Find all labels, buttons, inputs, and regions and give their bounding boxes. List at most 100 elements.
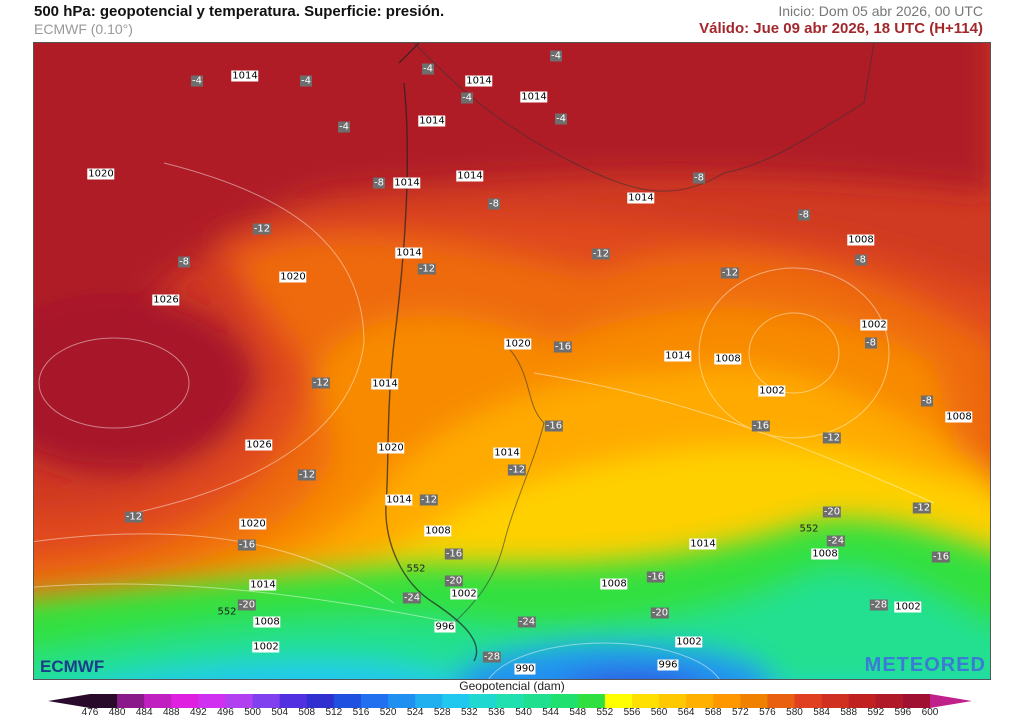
colorbar-swatch <box>604 694 633 708</box>
colorbar-swatch <box>496 694 525 708</box>
pressure-label: 1014 <box>249 579 277 591</box>
colorbar-swatch <box>415 694 443 708</box>
model-label: ECMWF (0.10°) <box>34 21 133 37</box>
pressure-label: 1008 <box>600 578 628 590</box>
colorbar-tick-label: 520 <box>379 707 397 718</box>
colorbar-tick-label: 532 <box>461 707 478 718</box>
temperature-label: -12 <box>591 248 611 260</box>
pressure-label: 1026 <box>245 439 273 451</box>
pressure-label: 1002 <box>675 636 703 648</box>
temperature-label: -12 <box>720 267 740 279</box>
temperature-label: -12 <box>822 432 842 444</box>
colorbar-tick-label: 488 <box>162 707 180 718</box>
temperature-label: -8 <box>488 198 500 210</box>
colorbar <box>48 694 972 708</box>
colorbar-swatch <box>577 694 606 708</box>
temperature-label: -4 <box>461 92 473 104</box>
colorbar-tick-label: 504 <box>271 707 289 718</box>
temperature-label: -4 <box>338 121 350 133</box>
temperature-label: -24 <box>517 616 537 628</box>
colorbar-swatch <box>523 694 552 708</box>
temperature-label: -8 <box>865 337 877 349</box>
colorbar-tick-label: 524 <box>406 707 424 718</box>
colorbar-swatch <box>252 694 281 708</box>
colorbar-tick-label: 600 <box>921 707 939 718</box>
colorbar-tick-label: 500 <box>244 707 261 718</box>
map-title: 500 hPa: geopotencial y temperatura. Sup… <box>34 3 445 20</box>
weather-map[interactable]: 1014 1014 1014 1014 1020 1014 1014 1014 1014 1020… <box>33 42 991 680</box>
colorbar-high-arrow <box>930 694 972 708</box>
geopotential-contour-label: 552 <box>217 606 237 618</box>
geopotential-contour-label: 552 <box>406 563 426 575</box>
temperature-label: -4 <box>422 63 434 75</box>
pressure-label: 1008 <box>424 525 452 537</box>
colorbar-swatch <box>875 694 904 708</box>
pressure-label: 1002 <box>860 319 888 331</box>
colorbar-tick-label: 588 <box>840 707 858 718</box>
valid-time: Válido: Jue 09 abr 2026, 18 UTC (H+114) <box>699 20 983 37</box>
colorbar-tick-label: 596 <box>894 707 912 718</box>
colorbar-tick-label: 512 <box>325 707 343 718</box>
pressure-label: 1014 <box>418 115 446 127</box>
colorbar-tick-label: 540 <box>515 707 532 718</box>
pressure-label: 1014 <box>689 538 717 550</box>
init-time: Inicio: Dom 05 abr 2026, 00 UTC <box>778 3 983 19</box>
temperature-label: -24 <box>826 535 846 547</box>
colorbar-tick-label: 476 <box>81 707 99 718</box>
temperature-label: -4 <box>300 75 312 87</box>
colorbar-low-arrow <box>48 694 90 708</box>
colorbar-swatch <box>794 694 823 708</box>
pressure-label: 1002 <box>894 601 922 613</box>
temperature-label: -8 <box>693 172 705 184</box>
colorbar-swatch <box>360 694 389 708</box>
colorbar-swatch <box>90 694 118 708</box>
colorbar-tick-label: 556 <box>623 707 641 718</box>
geopotential-contour-label: 552 <box>799 523 819 535</box>
colorbar-swatch <box>442 694 470 708</box>
pressure-label: 996 <box>657 659 679 671</box>
temperature-label: -16 <box>751 420 771 432</box>
temperature-label: -20 <box>822 506 842 518</box>
temperature-label: -16 <box>444 548 464 560</box>
temperature-label: -4 <box>555 113 567 125</box>
pressure-label: 1014 <box>520 91 548 103</box>
colorbar-swatch <box>198 694 226 708</box>
temperature-label: -8 <box>373 177 385 189</box>
colorbar-swatch <box>144 694 172 708</box>
colorbar-tick-label: 568 <box>704 707 722 718</box>
colorbar-swatch <box>388 694 416 708</box>
temperature-label: -16 <box>544 420 564 432</box>
temperature-label: -24 <box>402 592 422 604</box>
pressure-label: 1008 <box>253 616 281 628</box>
ecmwf-logo: ECMWF <box>40 657 105 676</box>
colorbar-tick-label: 580 <box>786 707 803 718</box>
colorbar-swatch <box>821 694 850 708</box>
colorbar-tick-label: 516 <box>352 707 370 718</box>
temperature-label: -20 <box>650 607 670 619</box>
temperature-label: -12 <box>419 494 439 506</box>
colorbar-swatch <box>333 694 362 708</box>
colorbar-swatch <box>659 694 687 708</box>
colorbar-swatch <box>225 694 254 708</box>
temperature-label: -12 <box>507 464 527 476</box>
temperature-label: -20 <box>444 575 464 587</box>
colorbar-swatch <box>279 694 308 708</box>
colorbar-tick-label: 528 <box>433 707 451 718</box>
temperature-label: -16 <box>646 571 666 583</box>
colorbar-tick-label: 484 <box>135 707 153 718</box>
pressure-label: 1014 <box>371 378 399 390</box>
colorbar-swatch <box>848 694 877 708</box>
colorbar-ticks: 476 480 484 488 492 496 500 504 508 512 516 520 524 5… <box>0 707 1024 720</box>
pressure-label: 1002 <box>252 641 280 653</box>
pressure-label: 1008 <box>714 353 742 365</box>
colorbar-swatch <box>713 694 741 708</box>
temperature-label: -16 <box>237 539 257 551</box>
colorbar-swatch <box>686 694 714 708</box>
colorbar-swatch <box>117 694 145 708</box>
colorbar-title: Geopotencial (dam) <box>459 679 565 693</box>
pressure-label: 1002 <box>450 588 478 600</box>
colorbar-swatch <box>306 694 335 708</box>
pressure-label: 1020 <box>279 271 307 283</box>
colorbar-tick-label: 560 <box>650 707 668 718</box>
pressure-label: 1026 <box>152 294 180 306</box>
